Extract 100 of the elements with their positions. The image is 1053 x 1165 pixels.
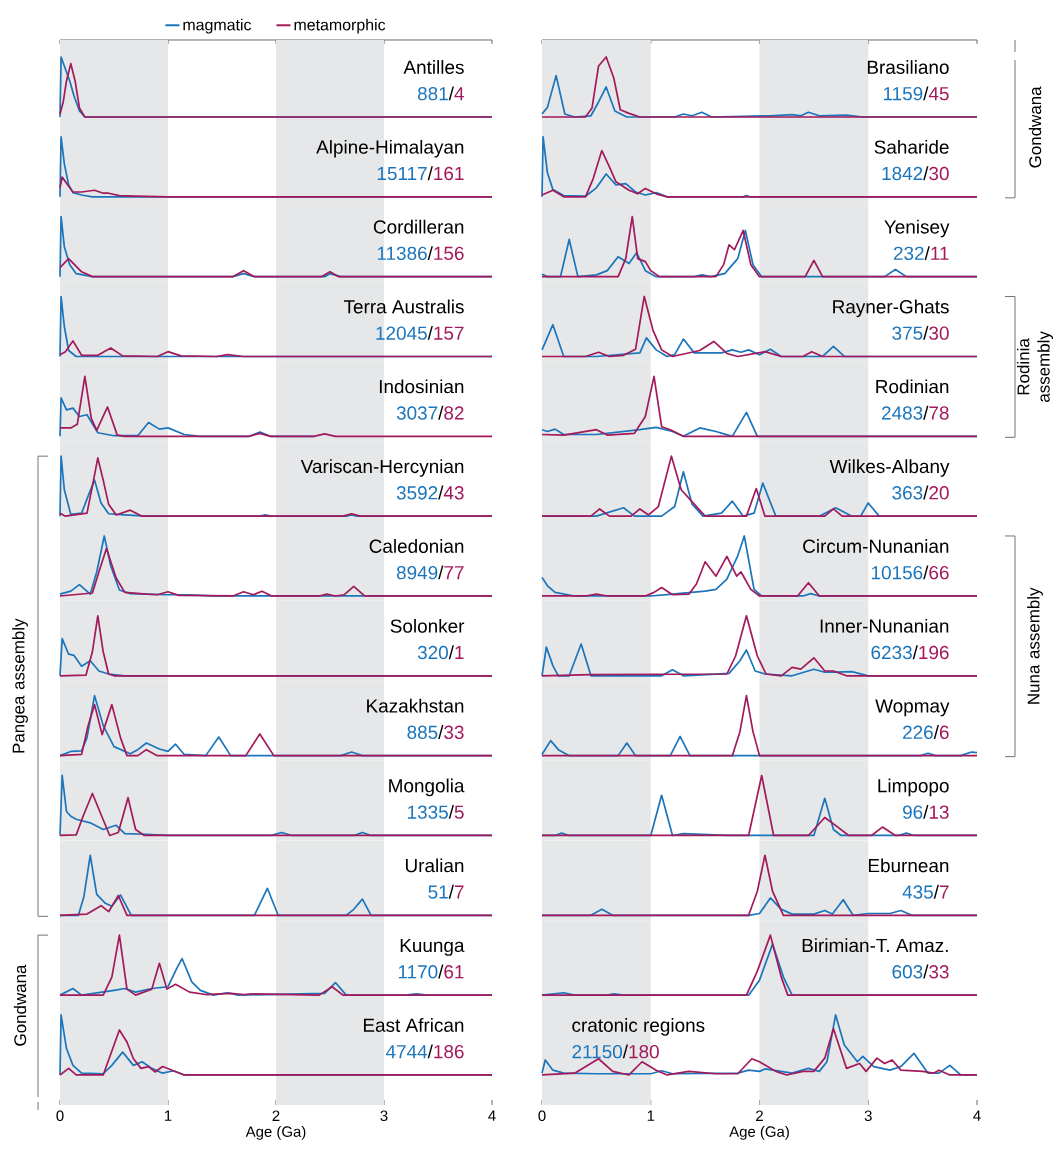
- annotation: 51: [428, 885, 448, 899]
- text: Nuna assembly: [1027, 587, 1043, 704]
- annotation: 161: [434, 166, 464, 181]
- annotation: 1842: [882, 166, 923, 181]
- annotation: 232: [893, 246, 924, 261]
- annotation: /: [438, 405, 444, 420]
- annotation: 157: [434, 326, 464, 340]
- annotation: 3592: [396, 486, 438, 500]
- chart-title: Caledonian: [369, 539, 464, 553]
- annotation: 33: [929, 965, 949, 979]
- annotation: 435: [902, 885, 933, 899]
- annotation: 7: [454, 885, 464, 899]
- chart-title: Solonker: [390, 618, 465, 633]
- x-tick-label: 1: [647, 1110, 655, 1121]
- annotation: 77: [444, 566, 464, 580]
- chart-title: Inner-Nunanian: [820, 618, 949, 633]
- x-tick-label: 3: [864, 1110, 872, 1122]
- chart-title: Mongolia: [389, 778, 465, 797]
- x-tick-label: 2: [756, 1110, 763, 1121]
- annotation: /: [438, 485, 444, 500]
- text: Gondwana: [13, 964, 27, 1046]
- chart-title: Rodinian: [876, 379, 949, 394]
- annotation: 20: [929, 486, 949, 500]
- chart-title: Antilles: [403, 60, 464, 74]
- chart-title: Circum-Nunanian: [803, 539, 949, 553]
- annotation: 33: [444, 725, 464, 740]
- annotation: 1335: [408, 805, 448, 819]
- x-axis-title: Age (Ga): [729, 1125, 789, 1140]
- annotation: /: [448, 645, 454, 660]
- chart-title: Birimian-T. Amaz.: [802, 938, 948, 953]
- annotation: 3037: [396, 406, 438, 420]
- annotation: /: [438, 725, 444, 740]
- annotation: 7: [939, 885, 949, 899]
- annotation: /: [448, 884, 454, 899]
- annotation: 186: [434, 1044, 464, 1059]
- annotation: /: [923, 485, 929, 500]
- annotation: /: [438, 565, 444, 580]
- annotation: 13: [929, 805, 949, 819]
- chart-title: Brasiliano: [867, 60, 949, 74]
- chart-title: Kazakhstan: [367, 698, 464, 713]
- annotation: /: [923, 166, 929, 181]
- annotation: 196: [919, 645, 949, 660]
- annotation: 885: [407, 725, 438, 740]
- chart-title: Saharide: [874, 139, 949, 154]
- annotation: /: [427, 1044, 433, 1059]
- annotation: 11386: [377, 246, 427, 261]
- chart-title: Rayner-Ghats: [833, 299, 949, 318]
- annotation: /: [923, 325, 929, 340]
- annotation: /: [923, 405, 929, 420]
- chart-title: Limpopo: [878, 778, 949, 797]
- annotation: 180: [629, 1044, 659, 1059]
- x-tick-label: 4: [973, 1110, 981, 1121]
- annotation: 375: [892, 326, 923, 340]
- annotation: 226: [903, 725, 933, 740]
- annotation: 21150: [572, 1044, 623, 1059]
- chart-title: Eburnean: [868, 858, 949, 873]
- chart-title: Wopmay: [875, 699, 950, 717]
- chart-title: Alpine-Himalayan: [316, 139, 464, 158]
- annotation: /: [448, 804, 454, 819]
- annotation: 8949: [396, 565, 438, 580]
- annotation: /: [923, 86, 929, 101]
- annotation: 43: [443, 486, 464, 500]
- text: Rodinia assembly: [1016, 331, 1053, 402]
- annotation: /: [438, 964, 444, 979]
- chart-title: Variscan-Hercynian: [300, 459, 464, 477]
- annotation: 320: [417, 645, 448, 660]
- annotation: /: [912, 645, 918, 660]
- annotation: 66: [929, 565, 949, 580]
- chart-title: cratonic regions: [572, 1018, 705, 1036]
- annotation: 96: [903, 805, 923, 819]
- annotation: 1: [455, 645, 464, 659]
- legend-label: metamorphic: [294, 18, 386, 34]
- chart-title: Kuunga: [400, 938, 465, 956]
- annotation: 4744: [385, 1045, 428, 1059]
- x-tick-label: 3: [380, 1110, 388, 1122]
- annotation: 363: [892, 486, 923, 500]
- annotation: 61: [444, 965, 464, 979]
- chart-title: Uralian: [405, 858, 464, 873]
- annotation: 45: [928, 87, 949, 101]
- annotation: 30: [929, 326, 949, 340]
- text: Pangea assembly: [12, 618, 28, 753]
- annotation: 1159: [883, 86, 923, 101]
- annotation: /: [622, 1044, 629, 1059]
- x-tick-label: 4: [488, 1110, 496, 1121]
- annotation: 4: [454, 87, 464, 101]
- legend-label: magmatic: [183, 18, 252, 34]
- x-tick-label: 0: [56, 1110, 64, 1122]
- x-tick-label: 1: [164, 1110, 172, 1121]
- x-tick-label: 0: [538, 1110, 546, 1122]
- annotation: 10156: [871, 565, 923, 580]
- annotation: /: [448, 86, 454, 101]
- annotation: /: [933, 725, 939, 740]
- annotation: /: [923, 804, 929, 819]
- annotation: /: [923, 964, 929, 979]
- annotation: 1170: [398, 965, 438, 979]
- annotation: /: [923, 565, 929, 580]
- annotation: 2483: [882, 406, 923, 420]
- annotation: 603: [892, 965, 923, 979]
- chart-title: Yenisey: [884, 219, 950, 238]
- annotation: /: [427, 325, 433, 340]
